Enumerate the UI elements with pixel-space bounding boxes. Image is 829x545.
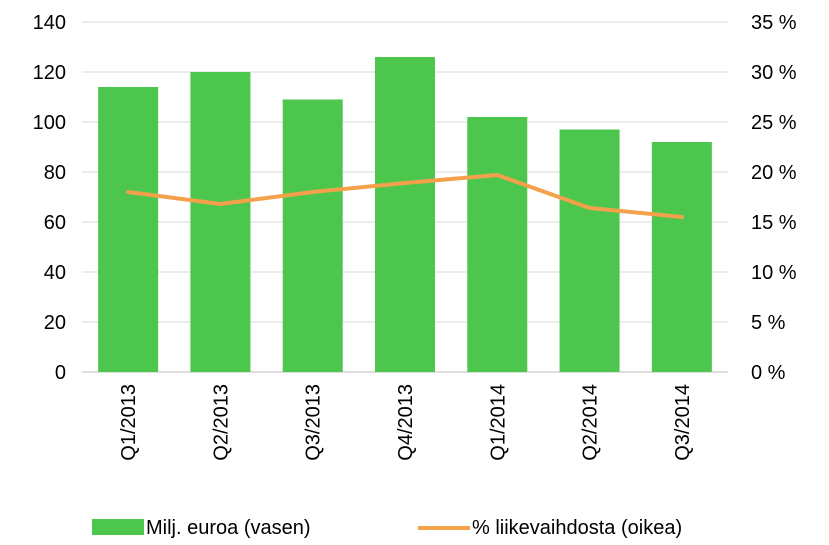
line-point-Q1/2014 [496, 174, 498, 176]
bar-Q3/2013 [282, 99, 343, 372]
x-tick-label: Q3/2013 [303, 384, 325, 461]
bar-series [98, 57, 712, 372]
legend: Milj. euroa (vasen) % liikevaihdosta (oik… [92, 517, 682, 539]
bar-Q4/2013 [375, 57, 435, 372]
left-tick-label: 0 [55, 362, 66, 384]
right-tick-label: 25 % [751, 112, 797, 134]
legend-bar-swatch [92, 519, 144, 535]
x-tick-label: Q1/2013 [118, 384, 140, 461]
x-axis: Q1/2013 Q2/2013 Q3/2013 Q4/2013 Q1/2014 Q2/20… [118, 384, 694, 461]
left-tick-label: 140 [33, 12, 66, 34]
right-axis: 0 % 5 % 10 % 15 % 20 % 25 % 30 % 35 % [751, 12, 797, 384]
x-tick-label: Q2/2013 [210, 384, 232, 461]
left-tick-label: 100 [33, 112, 66, 134]
x-tick-label: Q2/2014 [580, 384, 602, 461]
x-tick-label: Q4/2013 [395, 384, 417, 461]
left-tick-label: 120 [33, 62, 66, 84]
right-tick-label: 30 % [751, 62, 797, 84]
bar-Q1/2013 [98, 87, 159, 372]
left-tick-label: 60 [44, 212, 66, 234]
left-tick-label: 80 [44, 162, 66, 184]
right-tick-label: 35 % [751, 12, 797, 34]
line-point-Q1/2013 [127, 191, 129, 193]
left-tick-label: 40 [44, 262, 66, 284]
bar-Q2/2014 [559, 129, 620, 372]
legend-line-label: % liikevaihdosta (oikea) [472, 517, 682, 539]
line-point-Q3/2014 [681, 216, 683, 218]
line-point-Q2/2014 [589, 207, 591, 209]
legend-bar-label: Milj. euroa (vasen) [146, 517, 311, 539]
left-tick-label: 20 [44, 312, 66, 334]
line-series [126, 173, 684, 219]
left-axis: 0 20 40 60 80 100 120 140 [33, 12, 66, 384]
line-point-Q2/2013 [219, 203, 221, 205]
line-point-Q3/2013 [312, 191, 314, 193]
bar-Q2/2013 [190, 72, 251, 372]
right-tick-label: 10 % [751, 262, 797, 284]
right-tick-label: 20 % [751, 162, 797, 184]
x-tick-label: Q3/2014 [672, 384, 694, 461]
line-point-Q4/2013 [404, 182, 406, 184]
right-tick-label: 5 % [751, 312, 786, 334]
bar-Q1/2014 [467, 117, 528, 372]
right-tick-label: 15 % [751, 212, 797, 234]
bar-Q3/2014 [651, 142, 712, 372]
x-tick-label: Q1/2014 [487, 384, 509, 461]
right-tick-label: 0 % [751, 362, 786, 384]
